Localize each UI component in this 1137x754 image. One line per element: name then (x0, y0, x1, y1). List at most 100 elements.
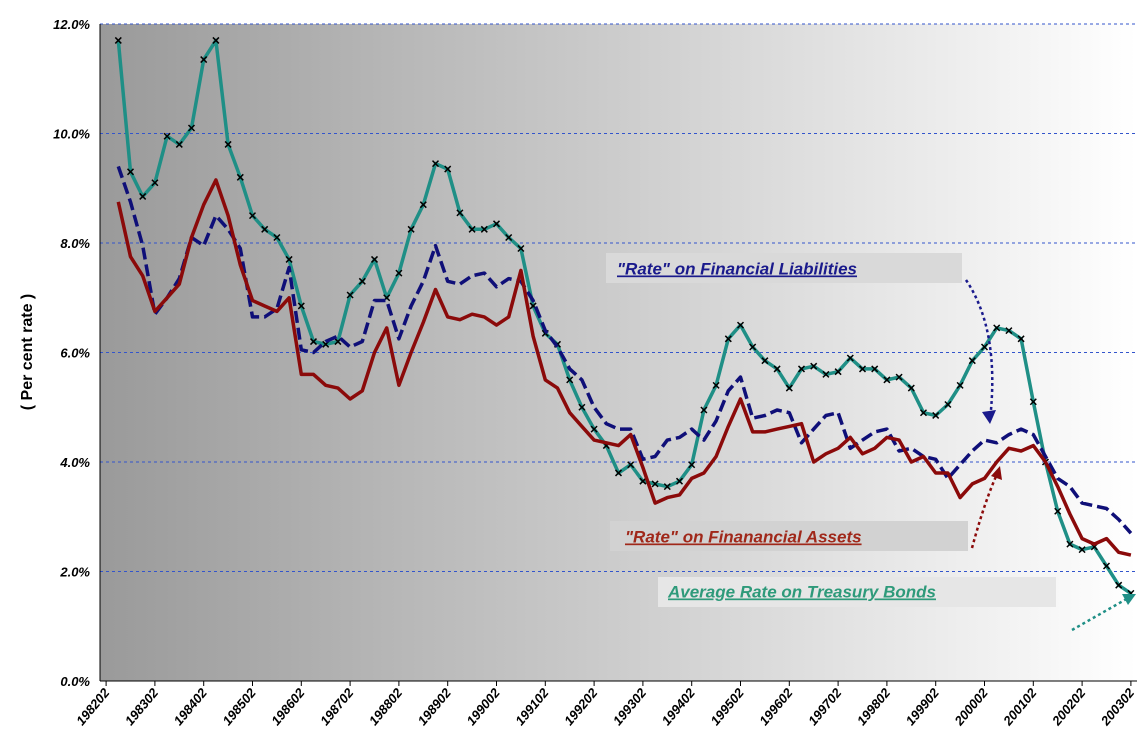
series-line (116, 165, 1133, 535)
marker (212, 36, 220, 44)
marker (834, 368, 842, 376)
marker (395, 269, 403, 277)
x-tick-label: 198902 (415, 685, 455, 728)
marker (822, 370, 830, 378)
x-tick-label: 198702 (317, 685, 357, 728)
marker (932, 411, 940, 419)
y-tick-label: 6.0% (60, 346, 90, 361)
marker (566, 376, 574, 384)
marker (346, 291, 354, 299)
x-tick-label: 200102 (1000, 685, 1041, 729)
marker (724, 335, 732, 343)
marker (358, 277, 366, 285)
marker (407, 225, 415, 233)
marker (797, 365, 806, 373)
marker (810, 362, 818, 370)
marker (895, 373, 903, 381)
marker (224, 140, 232, 148)
marker (956, 381, 964, 389)
marker (456, 209, 464, 217)
x-tick-label: 200302 (1097, 685, 1137, 729)
y-tick-label: 4.0% (59, 455, 90, 470)
marker (175, 140, 183, 148)
marker (285, 255, 293, 263)
marker (883, 376, 891, 384)
annotation-box (658, 577, 1056, 607)
marker (1078, 546, 1086, 554)
marker (663, 483, 671, 491)
marker (993, 324, 1001, 332)
marker (151, 179, 159, 187)
x-tick-label: 199202 (561, 685, 601, 728)
marker (139, 192, 147, 200)
marker (273, 233, 281, 242)
arrowhead (991, 466, 1002, 480)
x-tick-label: 199502 (707, 685, 747, 728)
y-tick-label: 2.0% (59, 565, 90, 580)
arrow (1071, 595, 1131, 632)
x-tick-label: 198602 (268, 685, 308, 728)
annotation: "Rate" on Financial Liabilities (617, 259, 857, 278)
arrowhead (982, 410, 996, 424)
x-tick-label: 200002 (951, 685, 992, 729)
marker (505, 233, 513, 242)
marker (749, 343, 757, 351)
marker (517, 244, 525, 253)
x-tick-label: 198502 (219, 685, 259, 728)
annotation: "Rate" on Finanancial Assets (625, 527, 862, 546)
marker (761, 357, 769, 365)
marker (419, 201, 427, 209)
marker (1066, 540, 1074, 548)
marker (919, 409, 928, 417)
marker (712, 381, 720, 389)
marker (858, 365, 867, 373)
x-tick-label: 199802 (854, 685, 894, 728)
marker (480, 225, 488, 233)
marker (578, 403, 586, 411)
marker (492, 220, 501, 228)
y-tick-label: 8.0% (60, 236, 90, 251)
annotation-box (606, 253, 962, 283)
marker (590, 425, 598, 433)
marker (907, 384, 915, 392)
marker (468, 225, 476, 233)
marker (114, 36, 122, 44)
arrow (964, 279, 994, 421)
x-tick-label: 200202 (1048, 685, 1089, 729)
x-tick-label: 199702 (805, 685, 845, 728)
lines (114, 36, 1135, 597)
marker (236, 173, 244, 181)
marker (773, 365, 781, 373)
y-tick-label: 12.0% (53, 17, 90, 32)
marker (1017, 335, 1025, 343)
x-tick-label: 199402 (659, 685, 699, 728)
marker (126, 168, 135, 176)
marker (688, 461, 696, 469)
marker (968, 357, 976, 365)
y-axis-label: ( Per cent rate ) (19, 294, 36, 410)
marker (700, 406, 708, 414)
x-tick-label: 198202 (73, 685, 113, 728)
marker (163, 132, 171, 140)
x-tick-label: 199902 (903, 685, 943, 728)
series-line (116, 178, 1132, 557)
marker (846, 354, 854, 362)
marker (431, 160, 440, 168)
marker (944, 400, 952, 409)
marker (297, 302, 305, 310)
marker (651, 480, 659, 488)
marker (248, 212, 257, 220)
y-tick-label: 10.0% (53, 127, 90, 142)
series-line (116, 38, 1132, 595)
marker (187, 124, 196, 132)
marker (639, 477, 647, 485)
x-tick-label: 199602 (756, 685, 796, 728)
marker (1029, 398, 1037, 406)
y-tick-label: 0.0% (60, 674, 90, 689)
marker (980, 343, 989, 351)
marker (627, 461, 635, 469)
marker (871, 365, 879, 373)
x-tick-label: 198402 (171, 685, 211, 728)
